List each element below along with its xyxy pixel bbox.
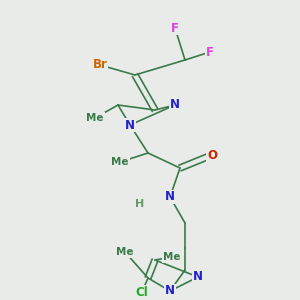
Text: O: O: [207, 148, 217, 161]
Text: H: H: [135, 199, 145, 209]
Text: N: N: [170, 98, 180, 112]
Text: F: F: [206, 46, 214, 59]
Text: Me: Me: [86, 113, 104, 123]
Text: N: N: [125, 118, 135, 131]
Text: N: N: [165, 190, 175, 203]
Text: N: N: [165, 284, 175, 298]
Text: Me: Me: [111, 157, 129, 167]
Text: Cl: Cl: [136, 286, 148, 298]
Text: Me: Me: [116, 247, 134, 257]
Text: Br: Br: [93, 58, 107, 71]
Text: Me: Me: [163, 252, 181, 262]
Text: N: N: [193, 271, 203, 284]
Text: F: F: [171, 22, 179, 34]
